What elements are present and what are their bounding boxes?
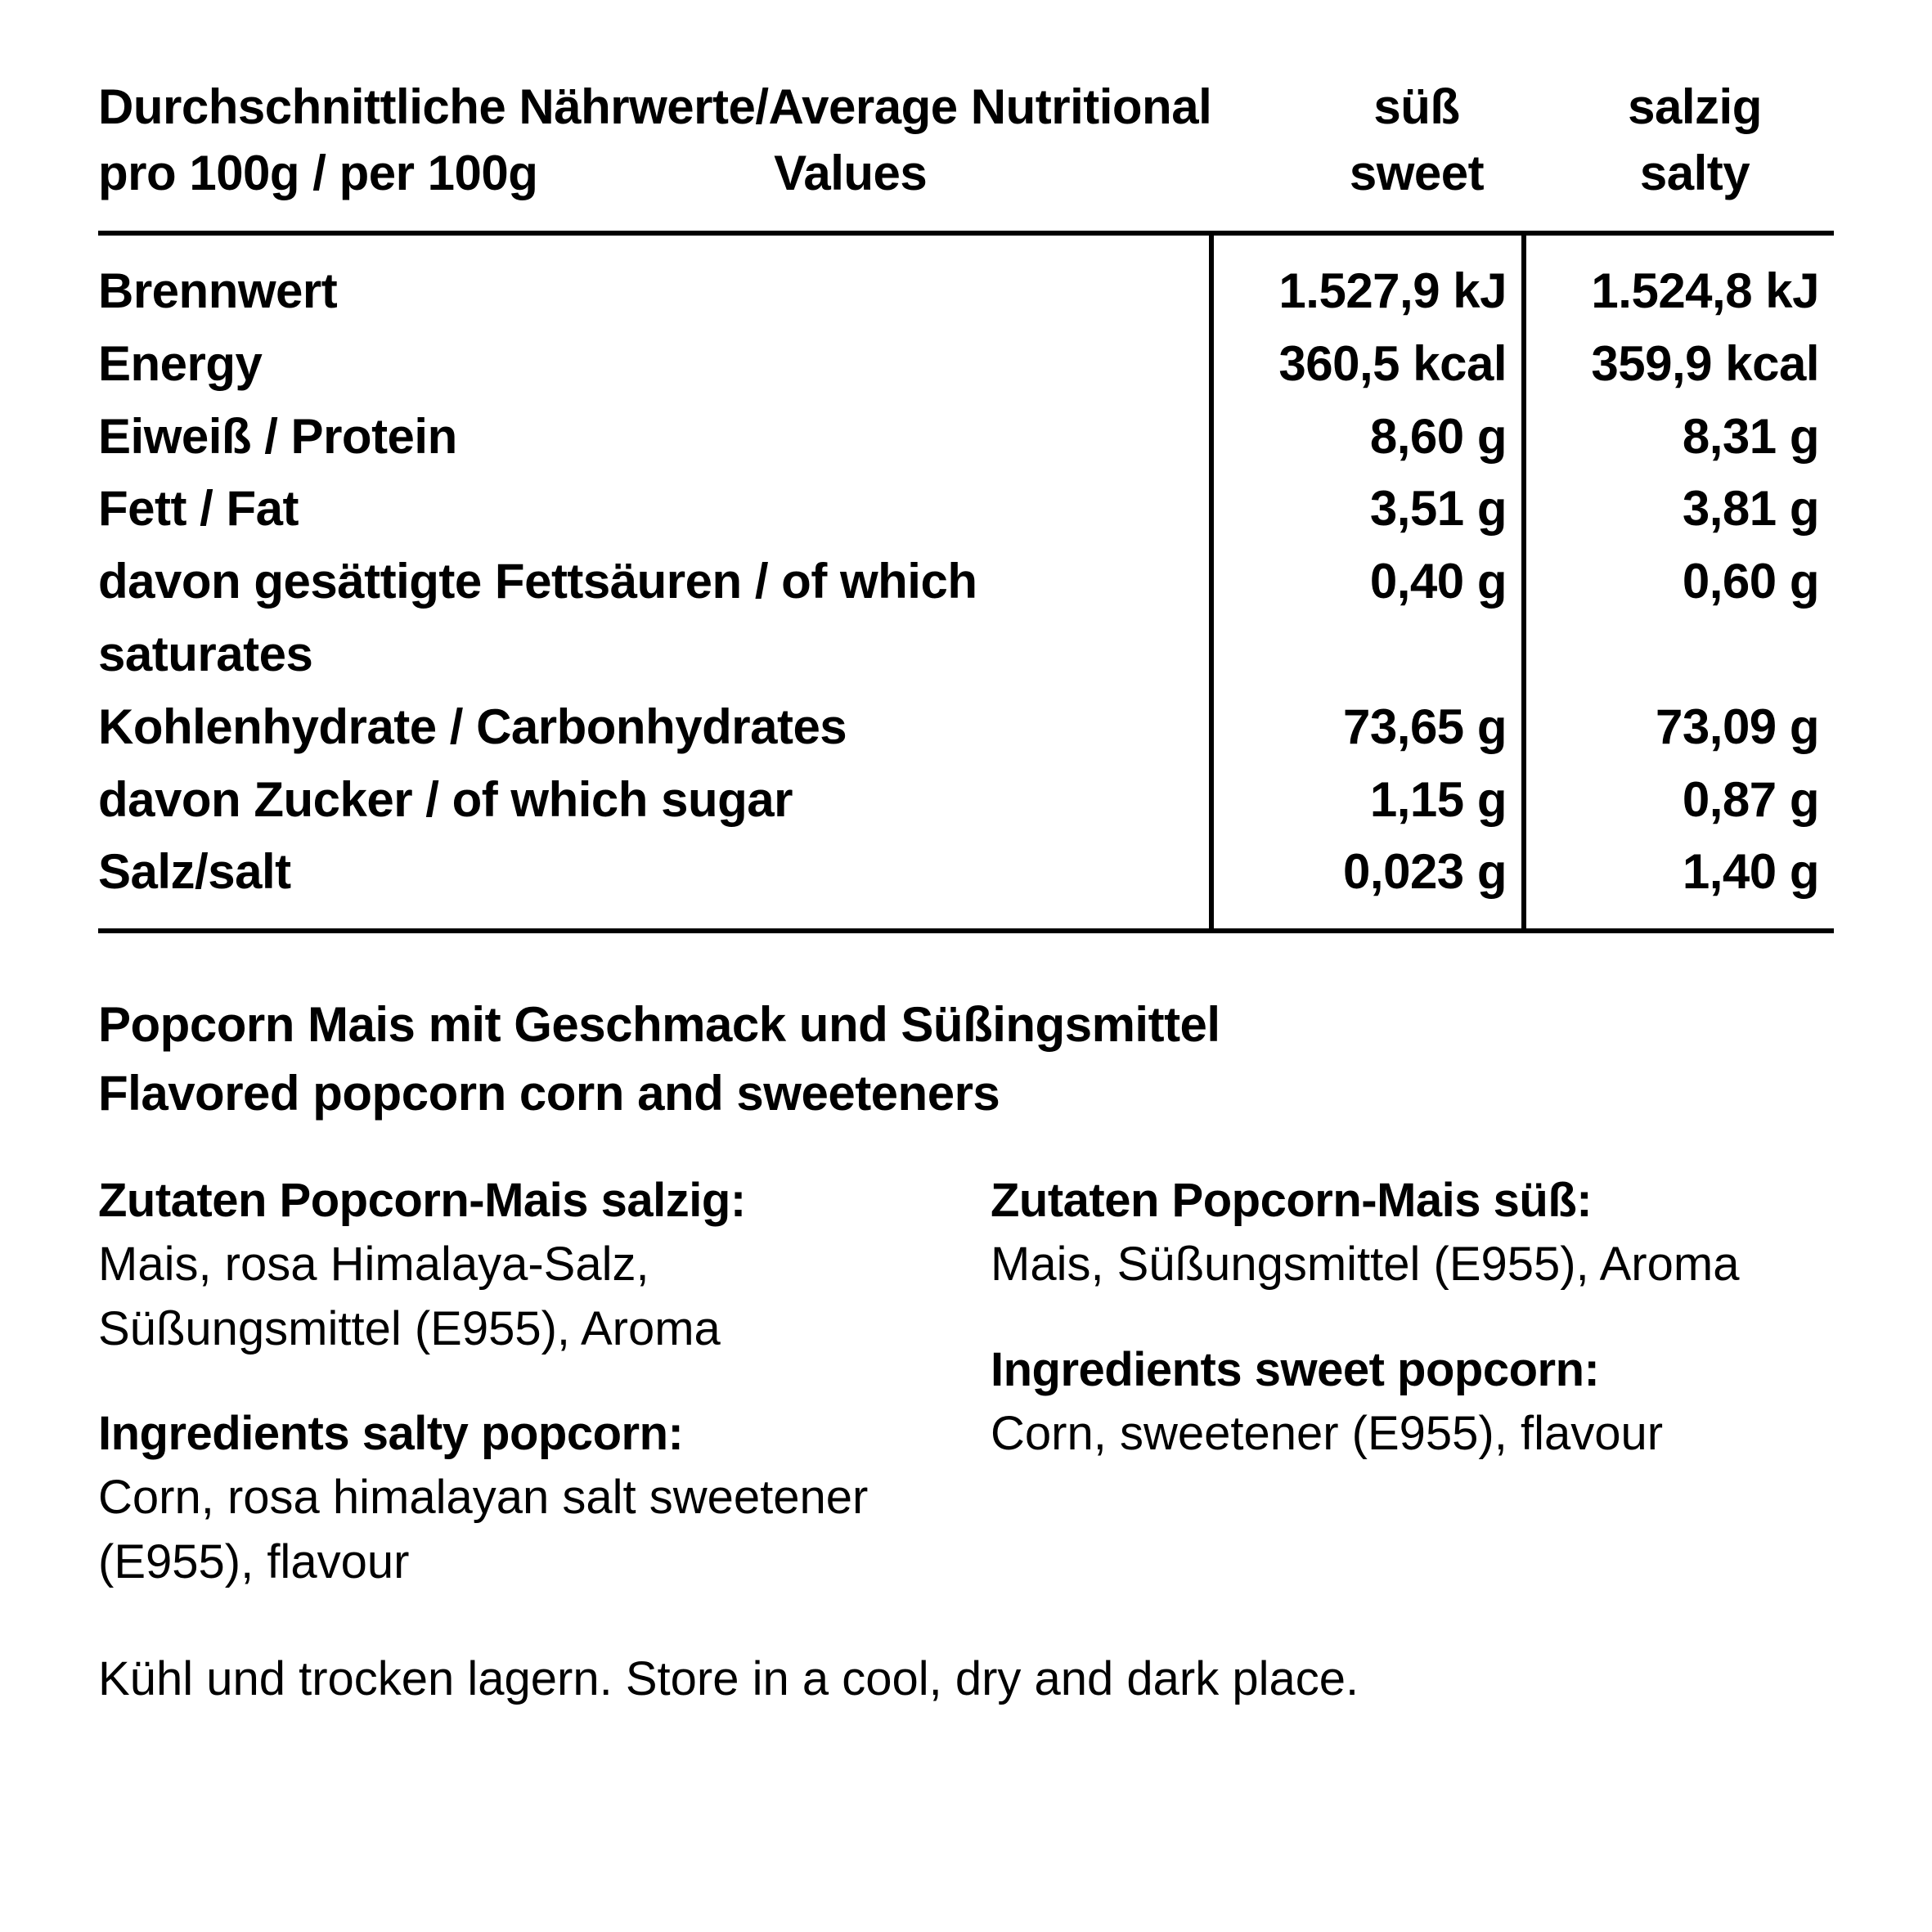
- ingredients-salty-de: Zutaten Popcorn-Mais salzig: Mais, rosa …: [98, 1169, 941, 1361]
- value-salty: 0,60 g: [1524, 546, 1834, 691]
- header-title-line2: pro 100g / per 100g Values: [98, 140, 1278, 206]
- value-sweet: 1.527,9 kJ: [1211, 236, 1524, 328]
- header-col-salty: salzig salty: [1556, 74, 1834, 206]
- value-salty: 1.524,8 kJ: [1524, 236, 1834, 328]
- ingredients-sweet-de: Zutaten Popcorn-Mais süß: Mais, Süßungsm…: [991, 1169, 1834, 1297]
- value-sweet: 1,15 g: [1211, 764, 1524, 837]
- value-sweet: 3,51 g: [1211, 473, 1524, 546]
- ingredients-sweet-en: Ingredients sweet popcorn: Corn, sweeten…: [991, 1338, 1834, 1467]
- value-salty: 3,81 g: [1524, 473, 1834, 546]
- value-salty: 1,40 g: [1524, 836, 1834, 928]
- nutrient-label: Eiweiß / Protein: [98, 401, 1211, 474]
- divider: [98, 928, 1834, 933]
- product-description: Popcorn Mais mit Geschmack und Süßingsmi…: [98, 991, 1834, 1128]
- value-sweet: 0,40 g: [1211, 546, 1524, 691]
- ingredients-col-sweet: Zutaten Popcorn-Mais süß: Mais, Süßungsm…: [991, 1169, 1834, 1635]
- value-salty: 8,31 g: [1524, 401, 1834, 474]
- table-row: Eiweiß / Protein8,60 g8,31 g: [98, 401, 1834, 474]
- table-header: Durchschnittliche Nährwerte/Average Nutr…: [98, 74, 1834, 206]
- nutrient-label: Fett / Fat: [98, 473, 1211, 546]
- nutrient-label: Brennwert: [98, 236, 1211, 328]
- ingredients-col-salty: Zutaten Popcorn-Mais salzig: Mais, rosa …: [98, 1169, 941, 1635]
- value-sweet: 73,65 g: [1211, 691, 1524, 764]
- nutrient-label: davon Zucker / of which sugar: [98, 764, 1211, 837]
- value-sweet: 8,60 g: [1211, 401, 1524, 474]
- table-row: Kohlenhydrate / Carbonhydrates73,65 g73,…: [98, 691, 1834, 764]
- nutrition-table: Brennwert1.527,9 kJ1.524,8 kJEnergy360,5…: [98, 236, 1834, 928]
- header-col-sweet: süß sweet: [1278, 74, 1556, 206]
- header-title-line1: Durchschnittliche Nährwerte/Average Nutr…: [98, 74, 1278, 140]
- table-row: Salz/salt0,023 g1,40 g: [98, 836, 1834, 928]
- ingredients-salty-en: Ingredients salty popcorn: Corn, rosa hi…: [98, 1402, 941, 1594]
- storage-instructions: Kühl und trocken lagern. Store in a cool…: [98, 1651, 1834, 1706]
- ingredients-section: Zutaten Popcorn-Mais salzig: Mais, rosa …: [98, 1169, 1834, 1635]
- value-salty: 0,87 g: [1524, 764, 1834, 837]
- nutrient-label: Salz/salt: [98, 836, 1211, 928]
- value-salty: 359,9 kcal: [1524, 328, 1834, 401]
- nutrient-label: davon gesättigte Fettsäuren / of which s…: [98, 546, 1211, 691]
- nutrient-label: Energy: [98, 328, 1211, 401]
- header-title: Durchschnittliche Nährwerte/Average Nutr…: [98, 74, 1278, 206]
- nutrient-label: Kohlenhydrate / Carbonhydrates: [98, 691, 1211, 764]
- table-row: davon gesättigte Fettsäuren / of which s…: [98, 546, 1834, 691]
- table-row: Energy360,5 kcal359,9 kcal: [98, 328, 1834, 401]
- value-sweet: 0,023 g: [1211, 836, 1524, 928]
- nutrition-label: Durchschnittliche Nährwerte/Average Nutr…: [0, 0, 1932, 1706]
- table-row: Brennwert1.527,9 kJ1.524,8 kJ: [98, 236, 1834, 328]
- value-salty: 73,09 g: [1524, 691, 1834, 764]
- table-row: Fett / Fat3,51 g3,81 g: [98, 473, 1834, 546]
- table-row: davon Zucker / of which sugar1,15 g0,87 …: [98, 764, 1834, 837]
- value-sweet: 360,5 kcal: [1211, 328, 1524, 401]
